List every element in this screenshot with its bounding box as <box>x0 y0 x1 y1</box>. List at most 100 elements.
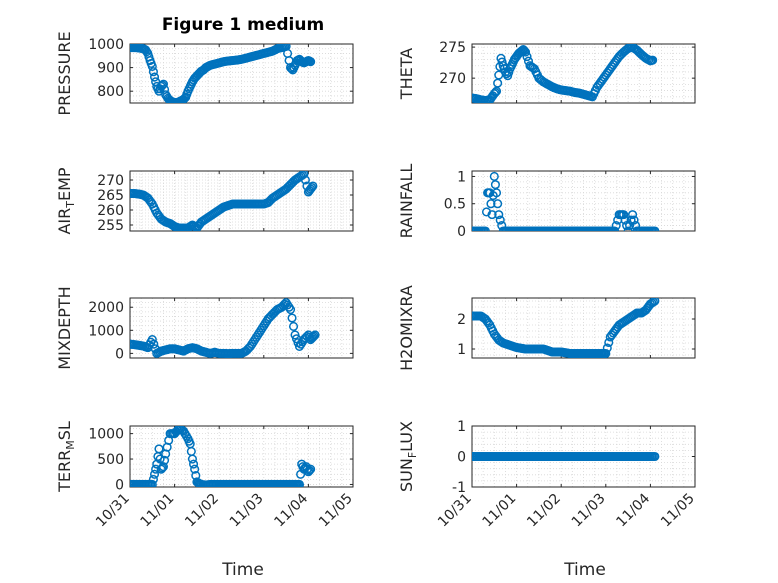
y-tick-label: 270 <box>439 71 466 87</box>
x-tick-label: 11/04 <box>271 490 311 530</box>
data-point <box>299 171 309 179</box>
y-tick-label: 500 <box>97 452 124 468</box>
data-point <box>147 334 157 345</box>
data-point <box>300 175 310 185</box>
x-tick-label: 11/04 <box>613 490 653 530</box>
axes-box <box>129 170 354 232</box>
data-point <box>611 220 621 231</box>
figure-title: Figure 1 medium <box>162 15 324 35</box>
data-markers <box>130 171 318 231</box>
data-markers <box>472 44 658 103</box>
data-point <box>648 55 658 65</box>
data-markers <box>472 451 660 462</box>
data-point <box>602 343 612 353</box>
data-point <box>294 479 305 487</box>
x-tick-label: 11/05 <box>658 491 698 531</box>
data-point <box>186 446 196 456</box>
y-tick-label: 1 <box>457 169 466 185</box>
data-markers <box>130 426 316 487</box>
data-point <box>286 304 296 315</box>
data-point <box>149 72 160 82</box>
subplot-6: 1 2 H2OMIXRA <box>397 285 696 371</box>
axes-box <box>129 43 354 104</box>
data-point <box>622 220 632 231</box>
data-point <box>156 464 166 474</box>
data-point <box>149 339 159 349</box>
data-point <box>308 332 318 342</box>
data-point <box>491 188 502 198</box>
subplot-7: 0 500 1000 10/31 11/01 11/02 11/03 11/04 11/05 TE… <box>55 421 356 530</box>
y-tick-label: 0.5 <box>444 197 466 213</box>
data-point <box>306 464 316 474</box>
y-tick-label: 2 <box>457 312 466 328</box>
data-point <box>648 298 658 307</box>
data-point <box>190 464 200 474</box>
subplot-4: 0 0.5 1 RAINFALL <box>397 164 696 240</box>
data-point <box>149 469 160 479</box>
x-tick-label: 11/01 <box>138 491 178 531</box>
data-point <box>299 464 309 474</box>
y-tick-label: 1 <box>457 342 466 358</box>
y-axis-label: RAINFALL <box>397 164 416 239</box>
x-tick-label: 11/02 <box>524 491 564 531</box>
y-tick-label: 0 <box>115 346 124 362</box>
y-tick-label: 2000 <box>88 300 124 316</box>
y-tick-label: 1000 <box>88 427 124 443</box>
y-tick-label: 800 <box>97 84 124 100</box>
data-point <box>304 465 315 476</box>
data-markers <box>130 44 316 103</box>
data-markers <box>472 171 660 231</box>
subplot-5: 0 1000 2000 MIXDEPTH <box>55 286 354 370</box>
x-tick-label: 11/01 <box>480 491 520 531</box>
data-point <box>625 220 635 231</box>
data-point <box>520 47 531 57</box>
data-point <box>493 78 503 88</box>
y-tick-label: 270 <box>97 173 124 189</box>
data-point <box>522 52 532 62</box>
y-tick-label: 0 <box>457 224 466 240</box>
data-point <box>155 454 165 464</box>
data-point <box>650 451 660 462</box>
y-tick-label: 1000 <box>88 37 124 53</box>
y-axis-label: AIRTEMP <box>55 167 77 234</box>
subplot-2: 270 275 THETA <box>397 40 696 104</box>
data-point <box>283 48 293 58</box>
y-axis-label: PRESSURE <box>55 31 74 115</box>
subplot-8: -1 0 1 10/31 11/01 11/02 11/03 11/04 11/05 SUNFLU… <box>397 419 698 530</box>
y-tick-label: 1000 <box>88 323 124 339</box>
y-axis-label: MIXDEPTH <box>55 286 74 369</box>
y-tick-label: -1 <box>452 480 466 496</box>
data-point <box>650 298 660 306</box>
axes-box <box>129 297 354 359</box>
data-point <box>620 215 630 225</box>
x-tick-label: 11/02 <box>182 491 222 531</box>
data-point <box>516 46 526 57</box>
y-axis-label: THETA <box>397 48 416 100</box>
data-point <box>158 462 168 472</box>
x-tick-label: 11/05 <box>316 491 356 531</box>
data-point <box>518 45 528 55</box>
data-point <box>310 330 320 340</box>
y-tick-label: 255 <box>97 218 124 234</box>
x-axis-label-right: Time <box>563 560 606 580</box>
y-axis-label: TERRMSL <box>55 421 77 493</box>
data-markers <box>472 298 660 358</box>
data-point <box>623 226 633 231</box>
x-tick-label: 10/31 <box>435 491 475 531</box>
data-point <box>147 61 157 71</box>
subplot-1: 800 900 1000 PRESSURE <box>55 31 354 116</box>
x-tick-label: 11/03 <box>569 491 609 531</box>
y-axis-label: H2OMIXRA <box>397 285 416 371</box>
data-point <box>303 467 313 477</box>
data-point <box>490 180 500 190</box>
data-point <box>286 63 296 73</box>
data-point <box>487 210 497 220</box>
x-tick-label: 11/03 <box>227 491 267 531</box>
data-point <box>480 226 490 231</box>
data-point <box>628 210 638 220</box>
data-point <box>187 454 197 464</box>
data-point <box>610 226 620 231</box>
